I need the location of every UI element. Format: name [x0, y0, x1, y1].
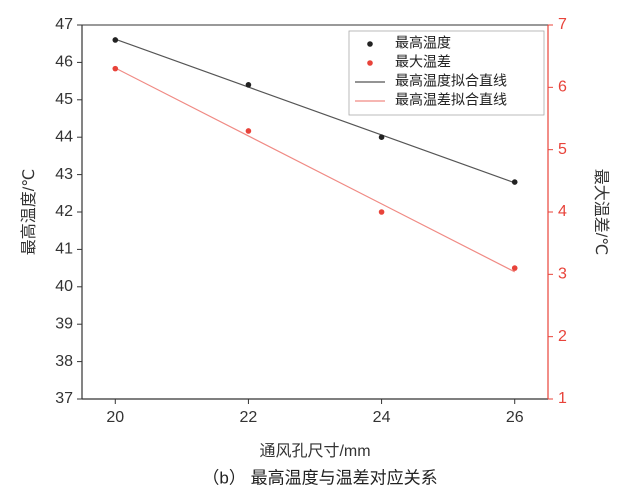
x-tick-label: 26: [506, 409, 524, 426]
y2-tick-label: 6: [558, 79, 567, 96]
y-tick-label: 38: [55, 353, 73, 370]
y-tick-label: 47: [55, 16, 73, 33]
data-point: [245, 82, 252, 88]
data-point: [378, 134, 385, 140]
data-point: [112, 37, 119, 43]
y-tick-label: 44: [55, 128, 73, 145]
y-tick-label: 45: [55, 91, 73, 108]
data-point: [245, 128, 252, 134]
data-point: [378, 209, 385, 215]
y2-tick-label: 3: [558, 266, 567, 283]
legend-label: 最高温度: [395, 35, 451, 51]
y2-axis-label: 最大温差/℃: [592, 169, 610, 255]
x-tick-label: 24: [373, 409, 391, 426]
y2-tick-label: 5: [558, 141, 567, 158]
y-tick-label: 39: [55, 315, 73, 332]
x-tick-label: 22: [240, 409, 258, 426]
data-point: [511, 265, 518, 271]
y-tick-label: 43: [55, 166, 73, 183]
legend-label: 最大温差: [395, 54, 451, 70]
fit-line: [115, 67, 515, 273]
y2-tick-label: 1: [558, 390, 567, 407]
data-point: [511, 179, 518, 185]
y-tick-label: 41: [55, 241, 73, 258]
y2-tick-label: 7: [558, 16, 567, 33]
y-tick-label: 40: [55, 278, 73, 295]
y2-tick-label: 4: [558, 203, 567, 220]
caption: （b） 最高温度与温差对应关系: [202, 468, 437, 487]
y-tick-label: 37: [55, 390, 73, 407]
y-axis-label: 最高温度/℃: [20, 169, 38, 255]
x-axis-label: 通风孔尺寸/mm: [259, 442, 370, 460]
legend-marker: [367, 60, 373, 66]
y-tick-label: 42: [55, 203, 73, 220]
legend-label: 最高温度拟合直线: [395, 73, 507, 89]
y2-tick-label: 2: [558, 328, 567, 345]
x-tick-label: 20: [106, 409, 124, 426]
legend-label: 最高温差拟合直线: [395, 92, 507, 108]
data-point: [112, 65, 119, 72]
fit-line: [115, 38, 515, 184]
y-tick-label: 46: [55, 54, 73, 71]
legend-marker: [367, 41, 373, 47]
